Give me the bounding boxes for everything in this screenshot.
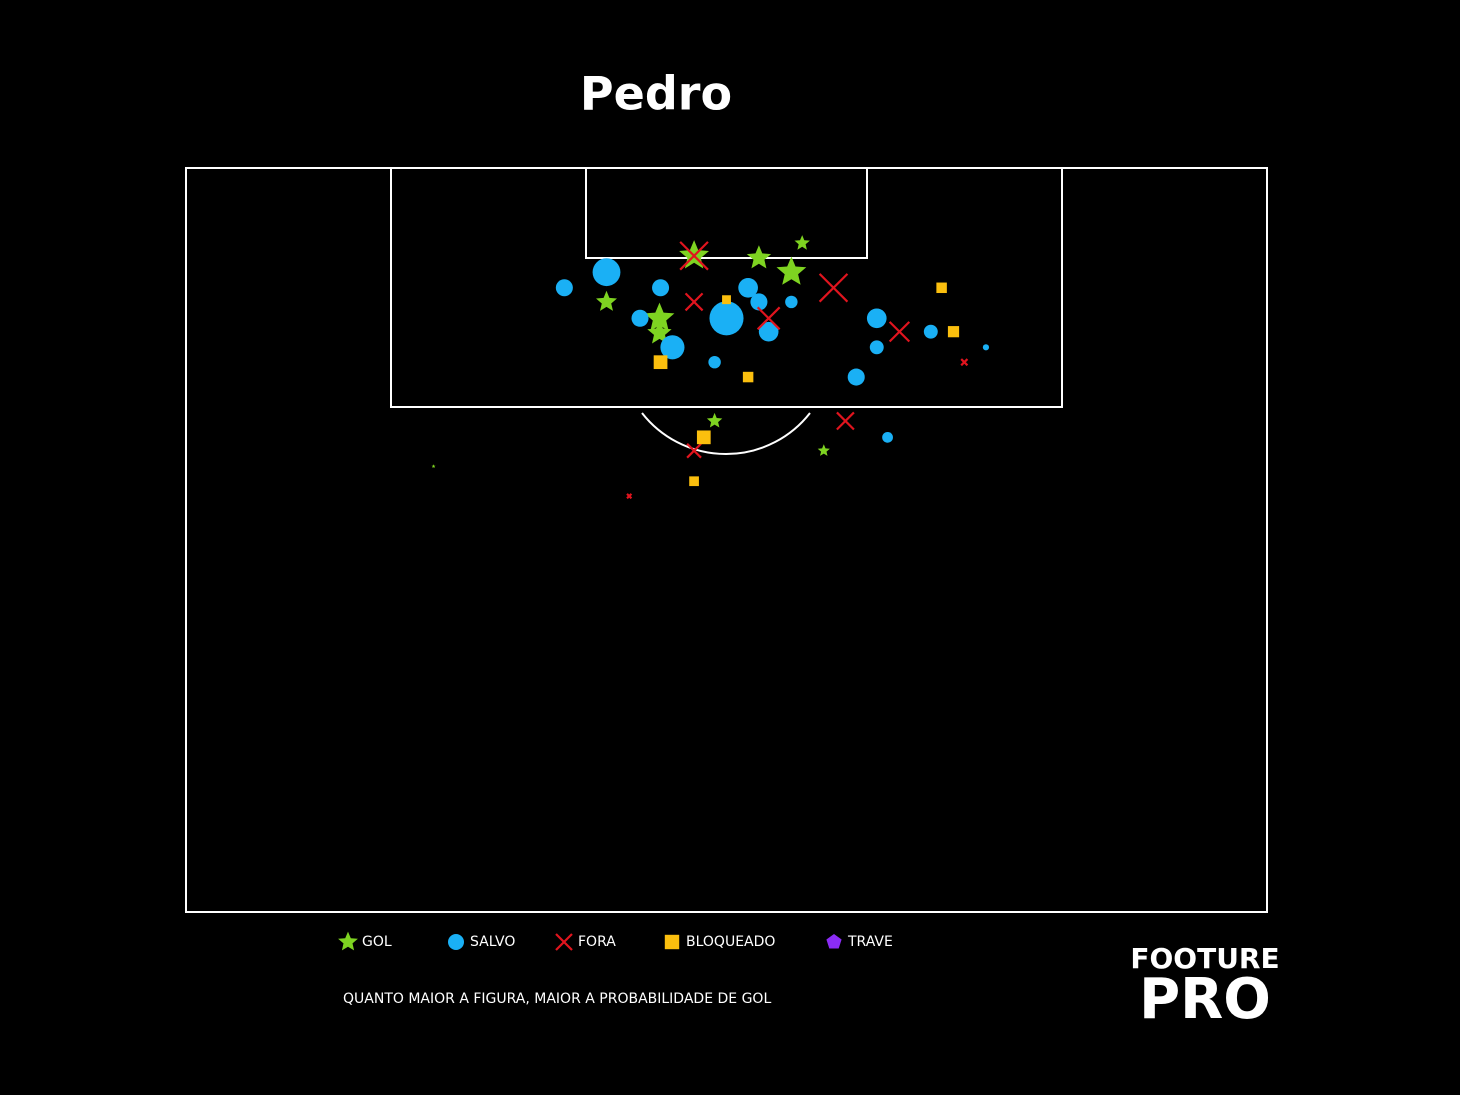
legend-label: SALVO — [470, 934, 515, 950]
legend-label: FORA — [578, 934, 616, 950]
shot — [652, 279, 670, 297]
shot — [596, 290, 617, 311]
legend-marker — [555, 933, 573, 951]
legend-marker — [448, 934, 464, 950]
shot — [794, 235, 810, 250]
logo-line1: FOOTURE — [1130, 942, 1279, 975]
shot — [947, 326, 960, 338]
shot — [866, 308, 887, 329]
shot — [689, 476, 699, 487]
shot — [706, 412, 723, 428]
shot — [923, 324, 938, 339]
shot — [660, 335, 685, 360]
shot — [431, 464, 436, 468]
shot — [555, 279, 573, 297]
legend-marker — [338, 931, 358, 951]
shot — [756, 306, 781, 331]
legend-label: BLOQUEADO — [686, 934, 775, 950]
shot — [776, 256, 807, 285]
shot — [653, 355, 668, 370]
shot — [742, 371, 754, 383]
shot — [592, 258, 621, 287]
shot — [708, 355, 721, 369]
logo-line2: PRO — [1139, 967, 1271, 1032]
shot — [847, 368, 865, 386]
shot — [836, 411, 855, 431]
legend-label: GOL — [362, 934, 392, 950]
shot — [722, 295, 731, 305]
shot — [644, 302, 675, 331]
chart-title: Pedro — [580, 67, 732, 121]
shot — [679, 241, 709, 271]
legend-label: TRAVE — [847, 934, 893, 950]
shot — [982, 344, 990, 351]
shot — [817, 444, 830, 456]
shot — [960, 358, 969, 367]
legend-marker — [826, 934, 842, 949]
shot — [758, 321, 779, 342]
shot — [631, 309, 649, 327]
shot — [785, 295, 798, 309]
shot — [709, 301, 744, 336]
shot — [738, 277, 758, 298]
shot — [684, 292, 704, 312]
shot — [869, 340, 884, 355]
legend-marker — [664, 934, 680, 950]
pitch — [185, 167, 1268, 913]
shot — [626, 493, 633, 500]
note: QUANTO MAIOR A FIGURA, MAIOR A PROBABILI… — [343, 991, 771, 1007]
shot — [888, 321, 911, 343]
shot — [696, 430, 711, 445]
shot — [936, 282, 947, 294]
shot — [746, 245, 772, 269]
shot — [750, 293, 768, 311]
shot — [686, 442, 702, 459]
shot — [882, 431, 893, 443]
shot — [818, 273, 849, 303]
